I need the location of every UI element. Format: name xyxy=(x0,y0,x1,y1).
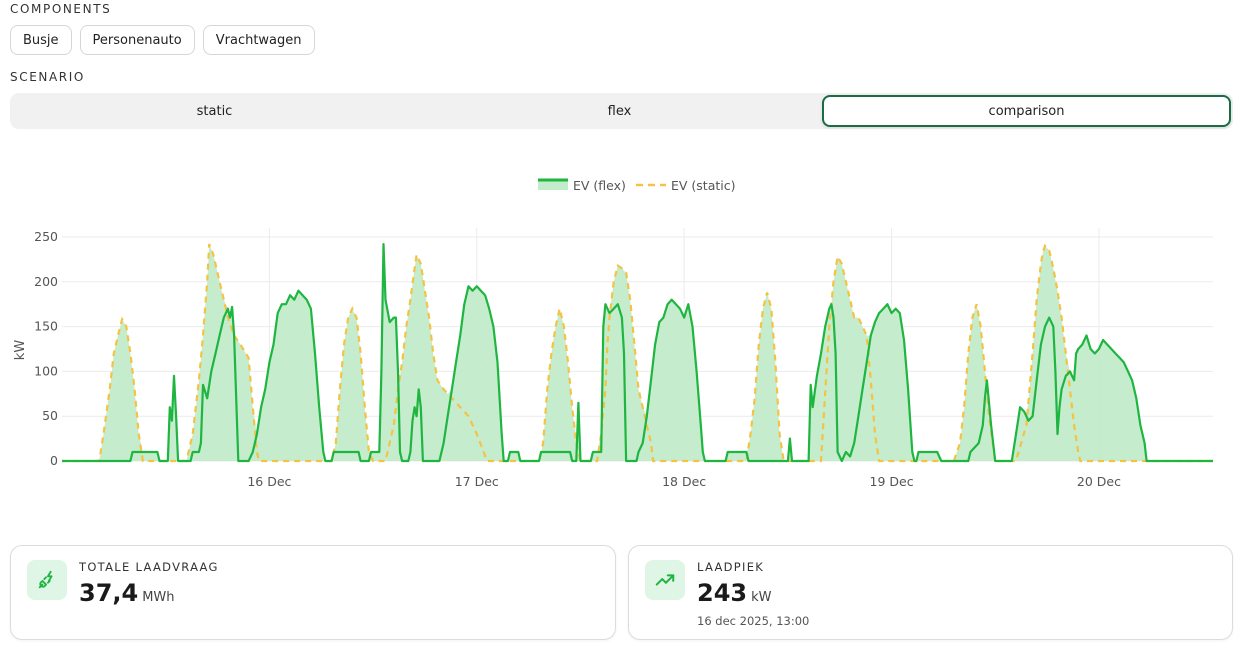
series-fill-area xyxy=(62,244,1213,461)
ev-load-chart: EV (flex) EV (static) 0 50 100 150 200 250 16… xyxy=(13,178,1213,489)
y-tick-label: 150 xyxy=(34,319,58,334)
component-chip-vrachtwagen[interactable]: Vrachtwagen xyxy=(202,25,315,55)
y-tick-label: 250 xyxy=(34,229,58,244)
scenario-option-flex[interactable]: flex xyxy=(607,103,632,119)
plug-charge-icon xyxy=(27,560,67,600)
components-chip-group: Busje Personenauto Vrachtwagen xyxy=(10,25,315,55)
card-subtitle: 16 dec 2025, 13:00 xyxy=(697,614,810,628)
y-tick-label: 100 xyxy=(34,363,58,378)
scenario-option-static[interactable]: static xyxy=(196,103,233,119)
scenario-option-comparison[interactable]: comparison xyxy=(822,95,1231,127)
peak-load-card: LAADPIEK 243 kW 16 dec 2025, 13:00 xyxy=(628,545,1233,640)
component-chip-busje[interactable]: Busje xyxy=(10,25,72,55)
y-tick-label: 0 xyxy=(50,453,58,468)
scenario-segmented-control: static flex comparison xyxy=(10,93,1233,129)
legend-item-flex[interactable]: EV (flex) xyxy=(538,178,626,193)
x-axis-ticks: 16 Dec 17 Dec 18 Dec 19 Dec 20 Dec xyxy=(247,474,1121,489)
y-tick-label: 50 xyxy=(42,408,58,423)
card-value: 37,4 MWh xyxy=(79,579,175,607)
card-title: LAADPIEK xyxy=(697,560,765,574)
y-axis-ticks: 0 50 100 150 200 250 xyxy=(34,229,58,468)
x-tick-label: 19 Dec xyxy=(870,474,914,489)
card-title: TOTALE LAADVRAAG xyxy=(79,560,219,574)
x-tick-label: 20 Dec xyxy=(1077,474,1121,489)
y-axis-label: kW xyxy=(13,340,28,361)
series-line-flex xyxy=(62,243,1213,463)
card-unit: kW xyxy=(751,590,772,605)
x-tick-label: 17 Dec xyxy=(455,474,499,489)
legend-item-static[interactable]: EV (static) xyxy=(636,178,736,193)
total-demand-card: TOTALE LAADVRAAG 37,4 MWh xyxy=(10,545,616,640)
chart-legend: EV (flex) EV (static) xyxy=(538,178,736,193)
card-value: 243 kW xyxy=(697,579,772,607)
chart-series xyxy=(62,243,1213,463)
x-tick-label: 16 Dec xyxy=(247,474,291,489)
trend-up-icon xyxy=(645,560,685,600)
x-tick-label: 18 Dec xyxy=(662,474,706,489)
card-unit: MWh xyxy=(142,590,175,605)
scenario-label: SCENARIO xyxy=(10,70,85,84)
y-tick-label: 200 xyxy=(34,274,58,289)
legend-label-flex: EV (flex) xyxy=(573,178,626,193)
legend-label-static: EV (static) xyxy=(671,178,736,193)
components-label: COMPONENTS xyxy=(10,2,112,16)
component-chip-personenauto[interactable]: Personenauto xyxy=(79,25,195,55)
legend-swatch-flex xyxy=(538,180,568,190)
